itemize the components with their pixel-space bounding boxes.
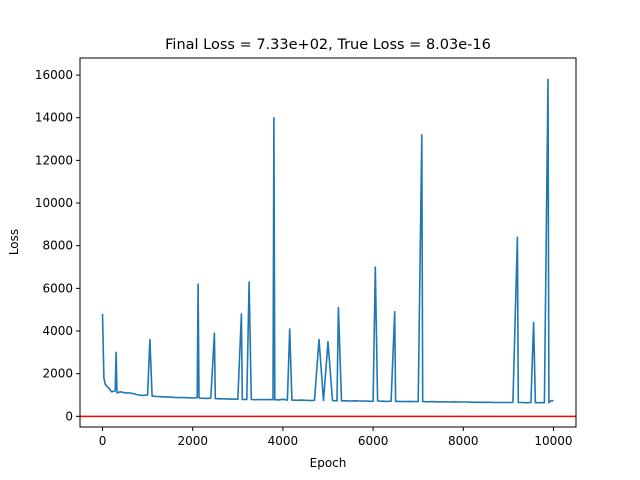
loss-series-line xyxy=(101,78,554,404)
y-tick-label: 14000 xyxy=(35,111,73,125)
y-tick-label: 16000 xyxy=(35,68,73,82)
x-tick-label: 10000 xyxy=(534,434,572,448)
x-tick-label: 0 xyxy=(99,434,107,448)
y-tick-label: 8000 xyxy=(42,239,73,253)
x-tick-label: 8000 xyxy=(448,434,479,448)
x-tick-label: 4000 xyxy=(268,434,299,448)
x-tick-label: 6000 xyxy=(358,434,389,448)
plot-frame xyxy=(79,57,577,428)
y-tick-label: 4000 xyxy=(42,324,73,338)
y-tick-label: 12000 xyxy=(35,153,73,167)
x-axis-label: Epoch xyxy=(310,456,347,470)
chart-title: Final Loss = 7.33e+02, True Loss = 8.03e… xyxy=(165,37,491,53)
y-tick-label: 10000 xyxy=(35,196,73,210)
y-tick-label: 6000 xyxy=(42,281,73,295)
x-axis: 0 2000 4000 6000 8000 10000 xyxy=(99,427,573,448)
y-axis-label: Loss xyxy=(7,229,21,255)
x-tick-label: 2000 xyxy=(177,434,208,448)
y-tick-label: 0 xyxy=(65,409,73,423)
y-tick-label: 2000 xyxy=(42,367,73,381)
y-axis: 0 2000 4000 6000 8000 10000 12000 14000 16000 xyxy=(35,68,80,423)
plot-area xyxy=(80,78,576,418)
